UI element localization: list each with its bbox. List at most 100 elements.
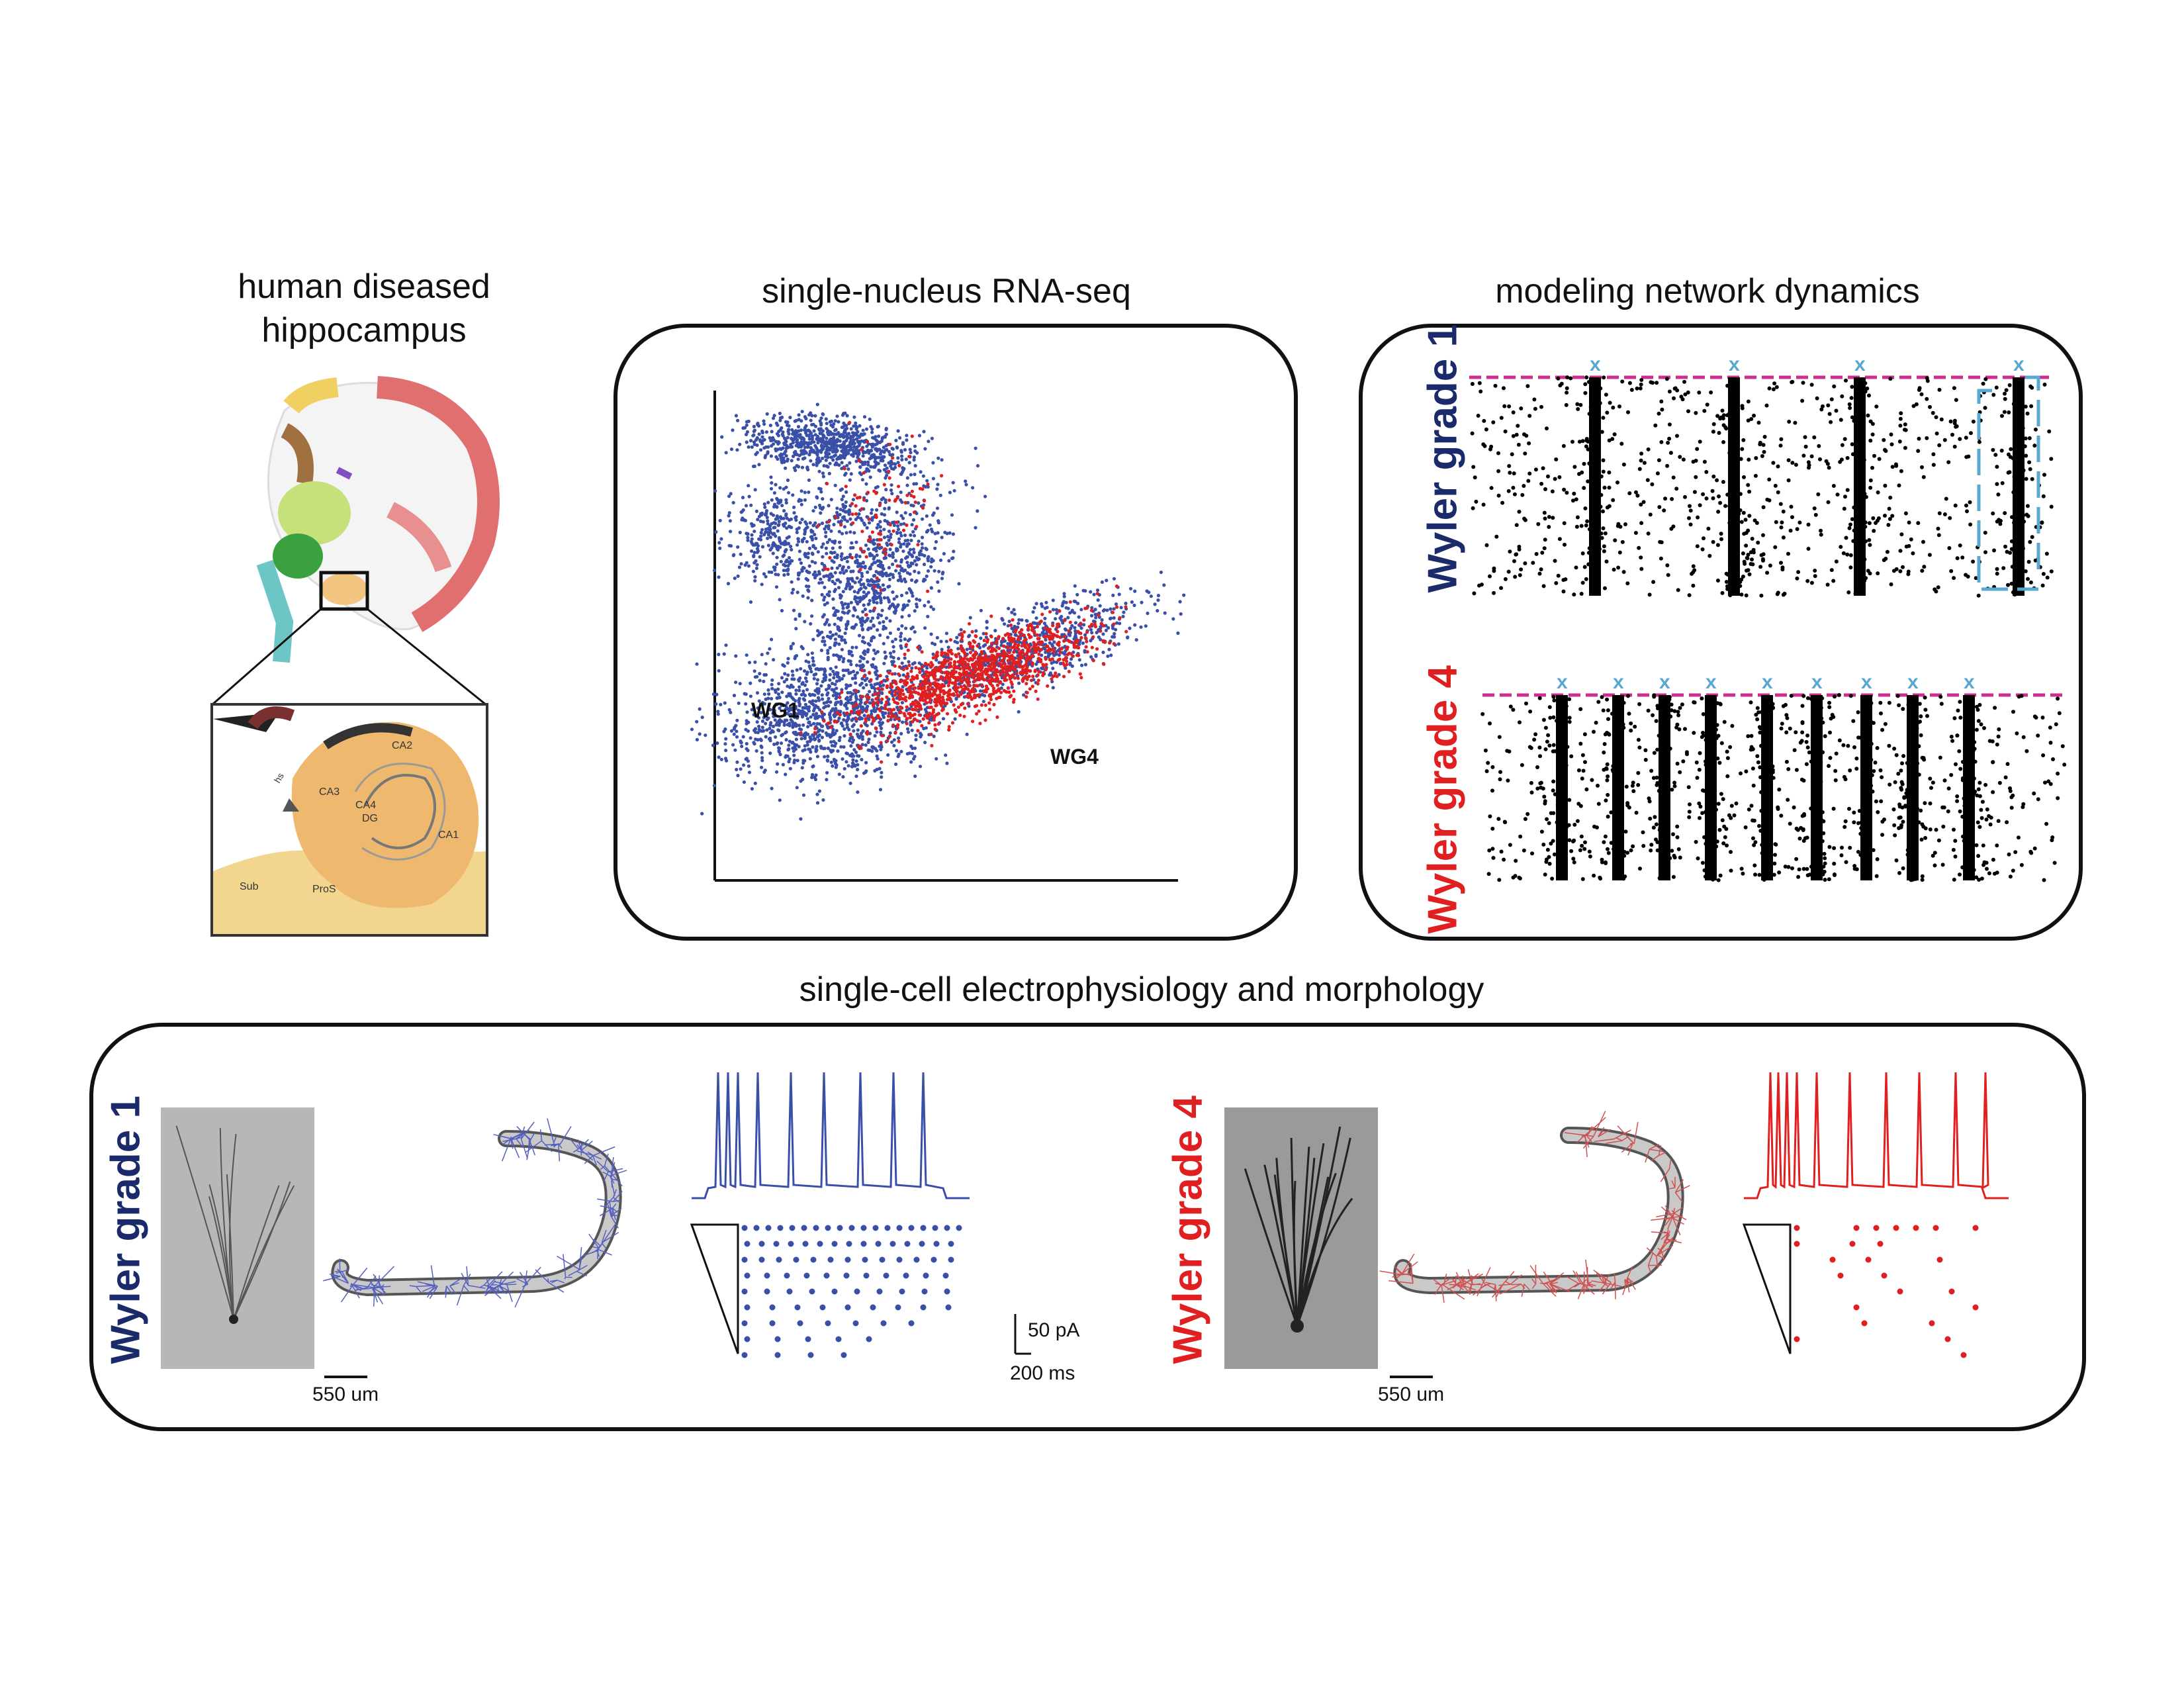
umap-point bbox=[891, 590, 895, 594]
umap-point bbox=[733, 726, 737, 729]
umap-point bbox=[905, 591, 909, 595]
umap-point bbox=[829, 455, 833, 459]
umap-point bbox=[1062, 592, 1066, 596]
umap-point bbox=[1024, 637, 1028, 641]
umap-point bbox=[769, 512, 773, 516]
umap-point bbox=[700, 716, 704, 720]
umap-point bbox=[1050, 680, 1054, 684]
umap-point bbox=[1079, 676, 1083, 680]
umap-point bbox=[890, 740, 894, 744]
umap-point bbox=[724, 643, 728, 647]
umap-point bbox=[806, 467, 810, 472]
umap-point bbox=[778, 453, 782, 457]
umap-point bbox=[768, 536, 772, 539]
umap-point bbox=[729, 710, 733, 714]
umap-point bbox=[831, 546, 835, 550]
spike bbox=[1596, 520, 1600, 525]
umap-point bbox=[915, 525, 919, 529]
umap-point bbox=[959, 679, 963, 683]
umap-point bbox=[942, 665, 946, 669]
umap-point bbox=[816, 550, 820, 554]
umap-point bbox=[892, 679, 896, 683]
umap-point bbox=[905, 705, 909, 709]
spike bbox=[1595, 408, 1600, 413]
umap-point bbox=[856, 515, 860, 519]
umap-point bbox=[940, 647, 944, 651]
umap-point bbox=[888, 442, 892, 446]
raster-spikes bbox=[1470, 375, 2054, 598]
umap-point bbox=[774, 449, 778, 453]
umap-point bbox=[856, 790, 860, 794]
umap-point bbox=[772, 658, 776, 662]
umap-point bbox=[1008, 677, 1012, 681]
umap-point bbox=[882, 536, 887, 539]
umap-point bbox=[1089, 608, 1093, 612]
umap-point bbox=[846, 579, 850, 584]
umap-point bbox=[994, 641, 998, 645]
umap-point bbox=[772, 526, 776, 530]
umap-point bbox=[797, 700, 801, 704]
umap-point bbox=[799, 645, 803, 649]
umap-point bbox=[846, 436, 850, 440]
umap-point bbox=[954, 655, 958, 659]
umap-point bbox=[850, 625, 854, 630]
umap-point bbox=[868, 417, 872, 421]
umap-point bbox=[839, 523, 843, 527]
umap-point bbox=[1092, 592, 1096, 596]
umap-point bbox=[852, 590, 856, 594]
umap-point bbox=[759, 512, 763, 516]
umap-point bbox=[1077, 645, 1081, 650]
umap-point bbox=[815, 573, 819, 577]
umap-point bbox=[815, 667, 819, 671]
umap-point bbox=[913, 712, 917, 716]
umap-point bbox=[1128, 626, 1132, 630]
umap-point bbox=[844, 686, 848, 690]
umap-point bbox=[1008, 669, 1012, 673]
umap-point bbox=[937, 589, 941, 593]
umap-point bbox=[774, 455, 778, 459]
umap-point bbox=[919, 687, 923, 691]
umap-point bbox=[822, 464, 826, 468]
umap-point bbox=[918, 598, 922, 602]
umap-point bbox=[903, 637, 907, 641]
umap-point bbox=[980, 666, 984, 670]
hippocampus-atlas: CA2 CA3 CA4 DG CA1 Sub ProS hs bbox=[213, 706, 486, 934]
umap-point bbox=[783, 713, 787, 717]
umap-point bbox=[846, 690, 850, 694]
umap-point bbox=[1051, 608, 1056, 612]
umap-point bbox=[874, 447, 878, 451]
umap-point bbox=[927, 685, 931, 689]
umap-point bbox=[862, 649, 866, 653]
umap-point bbox=[1067, 669, 1071, 674]
umap-point bbox=[1020, 644, 1024, 648]
umap-point bbox=[981, 693, 985, 697]
umap-point bbox=[838, 679, 842, 682]
umap-point bbox=[1013, 633, 1017, 637]
umap-point bbox=[796, 577, 800, 581]
umap-point bbox=[861, 463, 865, 467]
umap-point bbox=[790, 677, 794, 681]
umap-point bbox=[1045, 606, 1049, 610]
umap-point bbox=[1009, 637, 1013, 641]
umap-point bbox=[835, 414, 839, 418]
umap-point bbox=[753, 575, 757, 579]
umap-point bbox=[729, 447, 734, 451]
umap-point bbox=[1132, 603, 1136, 608]
umap-point bbox=[816, 633, 820, 637]
umap-point bbox=[763, 769, 767, 773]
umap-point bbox=[923, 604, 927, 608]
umap-point bbox=[736, 545, 740, 549]
umap-point bbox=[909, 473, 913, 477]
umap-point bbox=[942, 701, 946, 705]
umap-point bbox=[930, 716, 934, 720]
umap-point bbox=[747, 564, 751, 568]
umap-point bbox=[769, 439, 773, 443]
umap-point bbox=[1051, 667, 1055, 671]
umap-point bbox=[735, 760, 739, 764]
umap-point bbox=[982, 638, 986, 643]
umap-point bbox=[864, 555, 868, 559]
umap-point bbox=[981, 632, 985, 635]
umap-point bbox=[780, 608, 784, 613]
umap-point bbox=[869, 448, 873, 452]
